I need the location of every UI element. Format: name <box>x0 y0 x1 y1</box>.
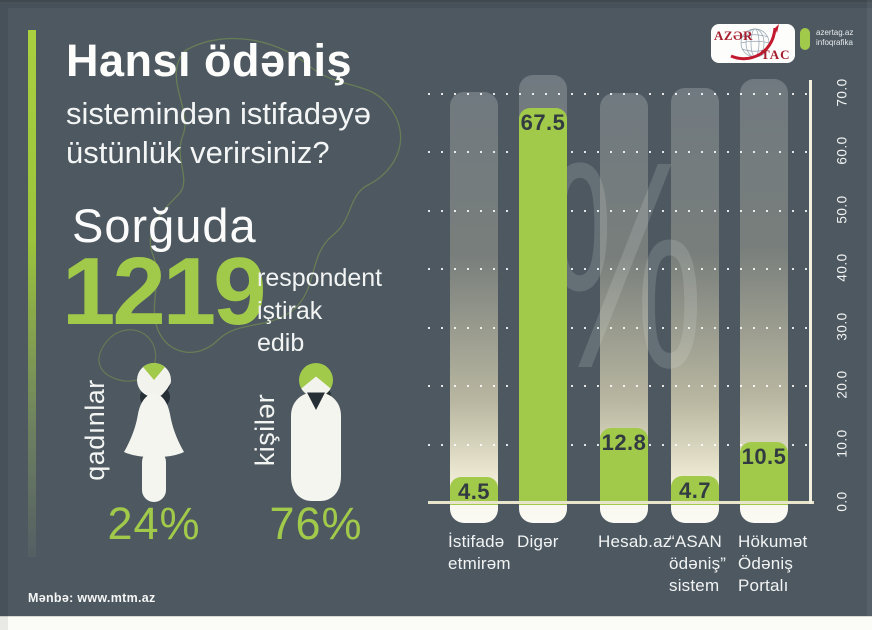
value-bar: 4.5 <box>450 477 498 505</box>
male-figure-icon <box>291 363 341 501</box>
respondent-count-caption: respondent iştirak edib <box>257 264 383 357</box>
bar-value-label: 10.5 <box>741 444 787 469</box>
gridline <box>428 93 812 95</box>
y-tick-label: 70.0 <box>834 78 850 107</box>
x-axis-line <box>428 501 814 504</box>
bar-value-label: 4.5 <box>457 479 491 504</box>
y-tick-label: 50.0 <box>834 195 850 224</box>
accent-bar <box>28 30 36 557</box>
y-tick-label: 40.0 <box>834 253 850 282</box>
value-bar: 67.5 <box>519 108 567 505</box>
category-label: “ASAN ödəniş” sistem <box>669 532 727 596</box>
brand-pill-icon <box>800 28 810 50</box>
title-line-bold: Hansı ödəniş <box>66 35 353 86</box>
bar-track <box>671 88 719 523</box>
y-tick-label: 20.0 <box>834 370 850 399</box>
category-label: Digər <box>517 532 559 551</box>
bottom-strip <box>0 616 872 630</box>
value-bar: 4.7 <box>671 476 719 505</box>
gridline <box>428 268 812 270</box>
brand-tagline: azertag.az infoqrafika <box>816 28 854 48</box>
y-tick-label: 60.0 <box>834 136 850 165</box>
azertac-globe-icon: AZƏR TAC <box>714 24 790 62</box>
y-tick-label: 30.0 <box>834 312 850 341</box>
category-label: Hesab.az <box>598 532 672 551</box>
male-percentage: 76% <box>269 498 363 549</box>
respondent-count: 1219 <box>62 238 267 345</box>
bar-value-label: 4.7 <box>678 478 712 503</box>
category-label: Hökumət Ödəniş Portalı <box>738 532 808 596</box>
gridline <box>428 151 812 153</box>
value-bar: 12.8 <box>600 428 648 505</box>
female-figure-icon <box>124 362 184 502</box>
page-title: Hansı ödəniş sistemindən istifadəyə üstü… <box>66 36 371 173</box>
category-label: İstifadə etmirəm <box>448 532 511 574</box>
bar-value-label: 67.5 <box>520 110 566 135</box>
y-axis-line <box>809 80 812 504</box>
y-tick-label: 10.0 <box>834 429 850 458</box>
azertac-logo: AZƏR TAC <box>711 24 795 63</box>
gridline <box>428 385 812 387</box>
gridline <box>428 327 812 329</box>
title-lines-rest: sistemindən istifadəyə üstünlük verirsin… <box>66 95 371 171</box>
bar-value-label: 12.8 <box>601 430 647 455</box>
y-tick-label: 0.0 <box>834 491 850 512</box>
svg-text:TAC: TAC <box>761 47 790 62</box>
gridline <box>428 210 812 212</box>
value-bar: 10.5 <box>740 442 788 505</box>
bar-track <box>450 92 498 523</box>
source-line: Mənbə: www.mtm.az <box>28 591 156 605</box>
female-percentage: 24% <box>107 498 201 549</box>
svg-text:AZƏR: AZƏR <box>714 28 753 43</box>
survey-lead: Sorğuda <box>72 199 257 252</box>
